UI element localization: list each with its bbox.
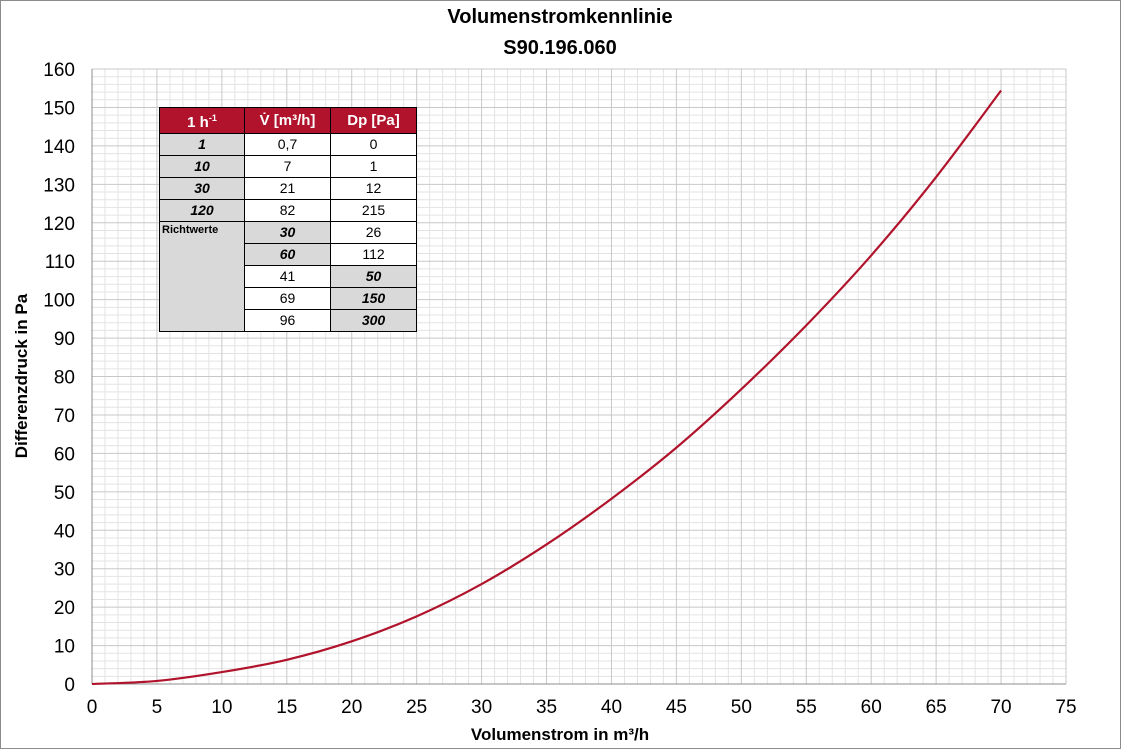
table-cell: 96 — [244, 309, 331, 332]
x-tick-label: 5 — [152, 697, 163, 718]
table-row: 120 82 215 — [159, 199, 417, 222]
x-tick-label: 0 — [87, 697, 98, 718]
y-tick-label: 20 — [54, 598, 75, 619]
x-tick-label: 75 — [1055, 697, 1076, 718]
x-tick-label: 30 — [471, 697, 492, 718]
y-tick-label: 150 — [43, 98, 75, 119]
table-cell: 26 — [330, 221, 417, 244]
table-cell: 120 — [159, 199, 245, 222]
table-cell: 60 — [244, 243, 331, 266]
y-tick-label: 110 — [45, 252, 75, 273]
y-axis-label: Differenzdruck in Pa — [12, 293, 31, 458]
x-tick-label: 70 — [990, 697, 1011, 718]
table-cell: 10 — [159, 155, 245, 178]
table-cell: 0,7 — [244, 133, 331, 156]
table-cell: 50 — [330, 265, 417, 288]
table-cell: 7 — [244, 155, 331, 178]
y-tick-label: 10 — [54, 637, 75, 658]
table-row: Richtwerte 30 26 — [159, 221, 417, 332]
y-tick-label: 70 — [54, 406, 75, 427]
table-header-row: 1 h-1 V̇ [m³/h] Dp [Pa] — [159, 107, 417, 134]
table-cell: 21 — [244, 177, 331, 200]
table-row: 1 0,7 0 — [159, 133, 417, 156]
table-cell: 41 — [244, 265, 331, 288]
table-cell: 1 — [159, 133, 245, 156]
table-cell: 150 — [330, 287, 417, 310]
table-cell: 30 — [244, 221, 331, 244]
table-row: 96 300 — [160, 309, 417, 332]
table-cell: 69 — [244, 287, 331, 310]
x-tick-label: 55 — [796, 697, 817, 718]
x-tick-label: 45 — [666, 697, 687, 718]
table-row: 60 112 — [160, 243, 417, 266]
table-cell: 0 — [330, 133, 417, 156]
y-tick-label: 30 — [54, 560, 75, 581]
table-cell: 1 — [330, 155, 417, 178]
y-tick-label: 40 — [54, 521, 75, 542]
x-tick-label: 20 — [341, 697, 362, 718]
y-tick-label: 140 — [43, 137, 75, 158]
x-axis-label: Volumenstrom in m³/h — [471, 725, 649, 744]
table-header-rate: 1 h-1 — [159, 107, 245, 134]
chart-subtitle: S90.196.060 — [503, 37, 616, 59]
reference-table: 1 h-1 V̇ [m³/h] Dp [Pa] 1 0,7 0 10 7 1 3… — [159, 107, 417, 332]
table-header-pressure: Dp [Pa] — [330, 107, 417, 134]
x-tick-label: 50 — [731, 697, 752, 718]
x-tick-label: 15 — [276, 697, 297, 718]
axes — [91, 69, 1066, 685]
chart-title: Volumenstromkennlinie — [447, 6, 672, 28]
x-tick-label: 10 — [211, 697, 232, 718]
y-tick-label: 90 — [54, 329, 75, 350]
y-tick-label: 50 — [54, 483, 75, 504]
y-tick-label: 0 — [64, 675, 75, 696]
table-cell: 30 — [159, 177, 245, 200]
table-cell: 215 — [330, 199, 417, 222]
series — [91, 89, 1002, 686]
series-line — [91, 89, 1002, 686]
table-row: 10 7 1 — [159, 155, 417, 178]
y-tick-label: 160 — [43, 60, 75, 81]
y-tick-label: 130 — [43, 175, 75, 196]
y-tick-label: 80 — [54, 368, 75, 389]
richtwerte-label: Richtwerte — [159, 221, 245, 332]
tick-labels: 0 5 10 15 20 25 30 35 40 45 50 55 60 65 70 750102030405… — [43, 60, 1076, 718]
x-tick-label: 25 — [406, 697, 427, 718]
table-header-flow: V̇ [m³/h] — [244, 107, 331, 134]
table-cell: 300 — [330, 309, 417, 332]
x-tick-label: 35 — [536, 697, 557, 718]
x-tick-label: 65 — [926, 697, 947, 718]
x-tick-label: 60 — [861, 697, 882, 718]
y-tick-label: 120 — [43, 214, 75, 235]
y-tick-label: 60 — [54, 444, 75, 465]
x-tick-label: 40 — [601, 697, 622, 718]
table-row: 30 21 12 — [159, 177, 417, 200]
y-tick-label: 100 — [43, 291, 75, 312]
table-cell: 12 — [330, 177, 417, 200]
table-cell: 82 — [244, 199, 331, 222]
table-cell: 112 — [330, 243, 417, 266]
